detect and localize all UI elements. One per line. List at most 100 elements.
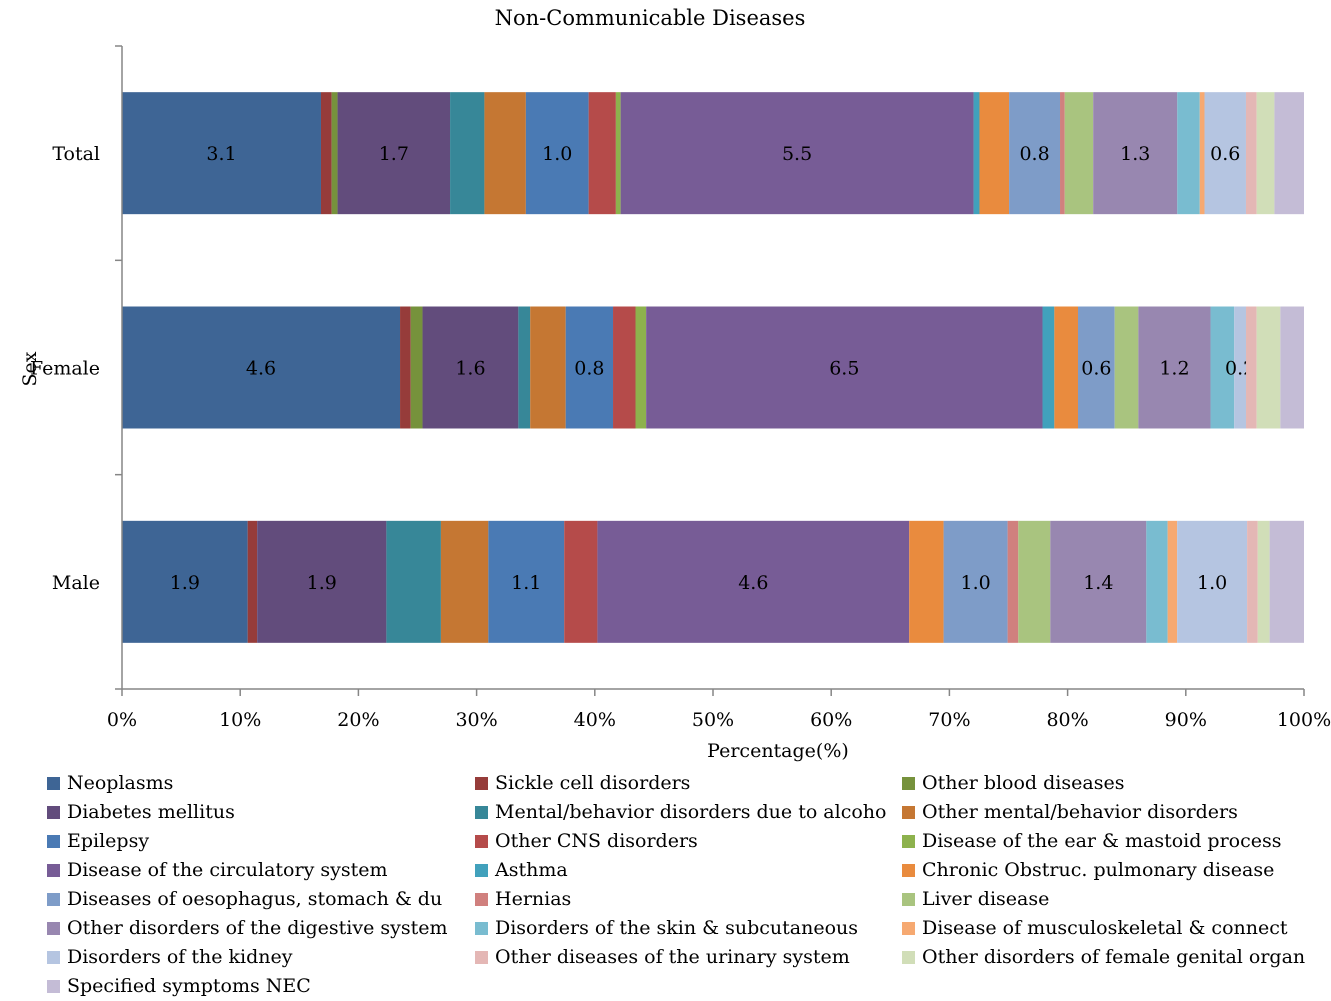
bar-segment: [122, 520, 248, 643]
bar-segment: [1114, 306, 1139, 429]
legend-item: Disease of musculoskeletal & connect: [902, 914, 1288, 943]
bar-segment: [1054, 306, 1079, 429]
legend-label: Other disorders of female genital organ: [922, 946, 1306, 968]
bar-segment: [450, 92, 485, 215]
bar-segment: [518, 306, 531, 429]
legend-swatch: [475, 777, 488, 790]
data-label: 3.1: [206, 143, 236, 165]
bar-segment: [1256, 306, 1281, 429]
bar-segment: [1146, 520, 1168, 643]
y-axis-label: Sex: [19, 351, 41, 386]
bar-segment: [613, 306, 636, 429]
legend-item: Epilepsy: [47, 827, 149, 856]
bar-segment: [400, 306, 411, 429]
bar-segment: [646, 306, 1043, 429]
legend-item: Mental/behavior disorders due to alcoho: [475, 798, 886, 827]
bar-segment: [979, 92, 1010, 215]
x-tick-label: 20%: [337, 709, 379, 731]
legend-item: Other blood diseases: [902, 769, 1124, 798]
bar-segment: [597, 520, 910, 643]
legend-label: Asthma: [495, 859, 568, 881]
bar-segment: [257, 520, 387, 643]
legend-item: Disorders of the skin & subcutaneous: [475, 914, 858, 943]
bar-segment: [1177, 520, 1248, 643]
legend-swatch: [902, 864, 915, 877]
data-label: 1.7: [379, 143, 409, 165]
data-label: 1.0: [960, 572, 990, 594]
legend-item: Disorders of the kidney: [47, 943, 293, 972]
bar-segment: [1060, 92, 1065, 215]
legend-swatch: [47, 777, 60, 790]
legend-swatch: [475, 951, 488, 964]
legend-item: Specified symptoms NEC: [47, 972, 311, 1001]
bar-segment: [1256, 92, 1275, 215]
legend-label: Diabetes mellitus: [67, 801, 235, 823]
legend-item: Other diseases of the urinary system: [475, 943, 850, 972]
bar-segment: [1257, 520, 1270, 643]
bar-segment: [1210, 306, 1235, 429]
legend-swatch: [902, 777, 915, 790]
data-label: 4.6: [738, 572, 768, 594]
bar-segment: [1018, 520, 1051, 643]
bar-segment: [1167, 520, 1178, 643]
legend-item: Asthma: [475, 856, 568, 885]
bar-segment: [1093, 92, 1178, 215]
data-label: 1.2: [1159, 358, 1189, 380]
bar-segment: [488, 520, 565, 643]
bar-segment: [337, 92, 451, 215]
legend-swatch: [902, 951, 915, 964]
bar-segment: [588, 92, 616, 215]
legend-item: Sickle cell disorders: [475, 769, 690, 798]
data-label: 1.4: [1083, 572, 1113, 594]
legend-label: Other mental/behavior disorders: [922, 801, 1238, 823]
legend-item: Other CNS disorders: [475, 827, 698, 856]
data-label: 1.0: [542, 143, 572, 165]
legend-item: Disease of the ear & mastoid process: [902, 827, 1282, 856]
bar-segment: [1204, 92, 1246, 215]
legend-label: Disorders of the kidney: [67, 946, 293, 968]
bar-segment: [122, 306, 401, 429]
bar-segment: [1246, 306, 1257, 429]
legend-swatch: [902, 806, 915, 819]
data-label: 5.5: [782, 143, 812, 165]
bar-segment: [1009, 92, 1061, 215]
y-tick-label: Total: [52, 143, 100, 165]
bar-segment: [1042, 306, 1055, 429]
bar-segment: [1234, 306, 1247, 429]
legend-swatch: [475, 893, 488, 906]
bar-segment: [440, 520, 489, 643]
legend-swatch: [902, 922, 915, 935]
legend-item: Diabetes mellitus: [47, 798, 235, 827]
x-axis-label: Percentage(%): [707, 740, 849, 762]
x-tick-label: 90%: [1165, 709, 1207, 731]
bar-segment: [615, 92, 621, 215]
data-label: 6.5: [829, 358, 859, 380]
legend-label: Disease of the ear & mastoid process: [922, 830, 1282, 852]
legend-label: Epilepsy: [67, 830, 150, 852]
y-tick-label: Female: [30, 358, 100, 380]
legend-swatch: [47, 864, 60, 877]
legend-swatch: [902, 893, 915, 906]
legend-label: Neoplasms: [67, 772, 174, 794]
data-label: 1.9: [170, 572, 200, 594]
data-label: 1.3: [1120, 143, 1150, 165]
stacked-bar-chart: Non-Communicable Diseases 3.1 1.7 1.0 5.5 0.…: [19, 6, 1331, 762]
x-tick-label: 70%: [928, 709, 970, 731]
x-tick-label: 100%: [1277, 709, 1331, 731]
data-label: 4.6: [246, 358, 276, 380]
legend-item: Other disorders of female genital organ: [902, 943, 1305, 972]
legend-label: Mental/behavior disorders due to alcoho: [495, 801, 887, 823]
legend-item: Other mental/behavior disorders: [902, 798, 1238, 827]
bar-segment: [331, 92, 338, 215]
legend-label: Disease of the circulatory system: [67, 859, 388, 881]
data-label: 1.0: [1197, 572, 1227, 594]
bar-segment: [422, 306, 519, 429]
bar-segment: [943, 520, 1008, 643]
bar-segment: [1245, 92, 1257, 215]
legend-swatch: [47, 922, 60, 935]
bars-layer: 3.1 1.7 1.0 5.5 0.8 1.3 0.64.6 1.6 0.8 6.5 0.6 1.2 0…: [122, 92, 1304, 643]
data-label: 0.6: [1210, 143, 1240, 165]
legend-item: Liver disease: [902, 885, 1049, 914]
x-tick-label: 60%: [810, 709, 852, 731]
legend-label: Disease of musculoskeletal & connect: [922, 917, 1288, 939]
